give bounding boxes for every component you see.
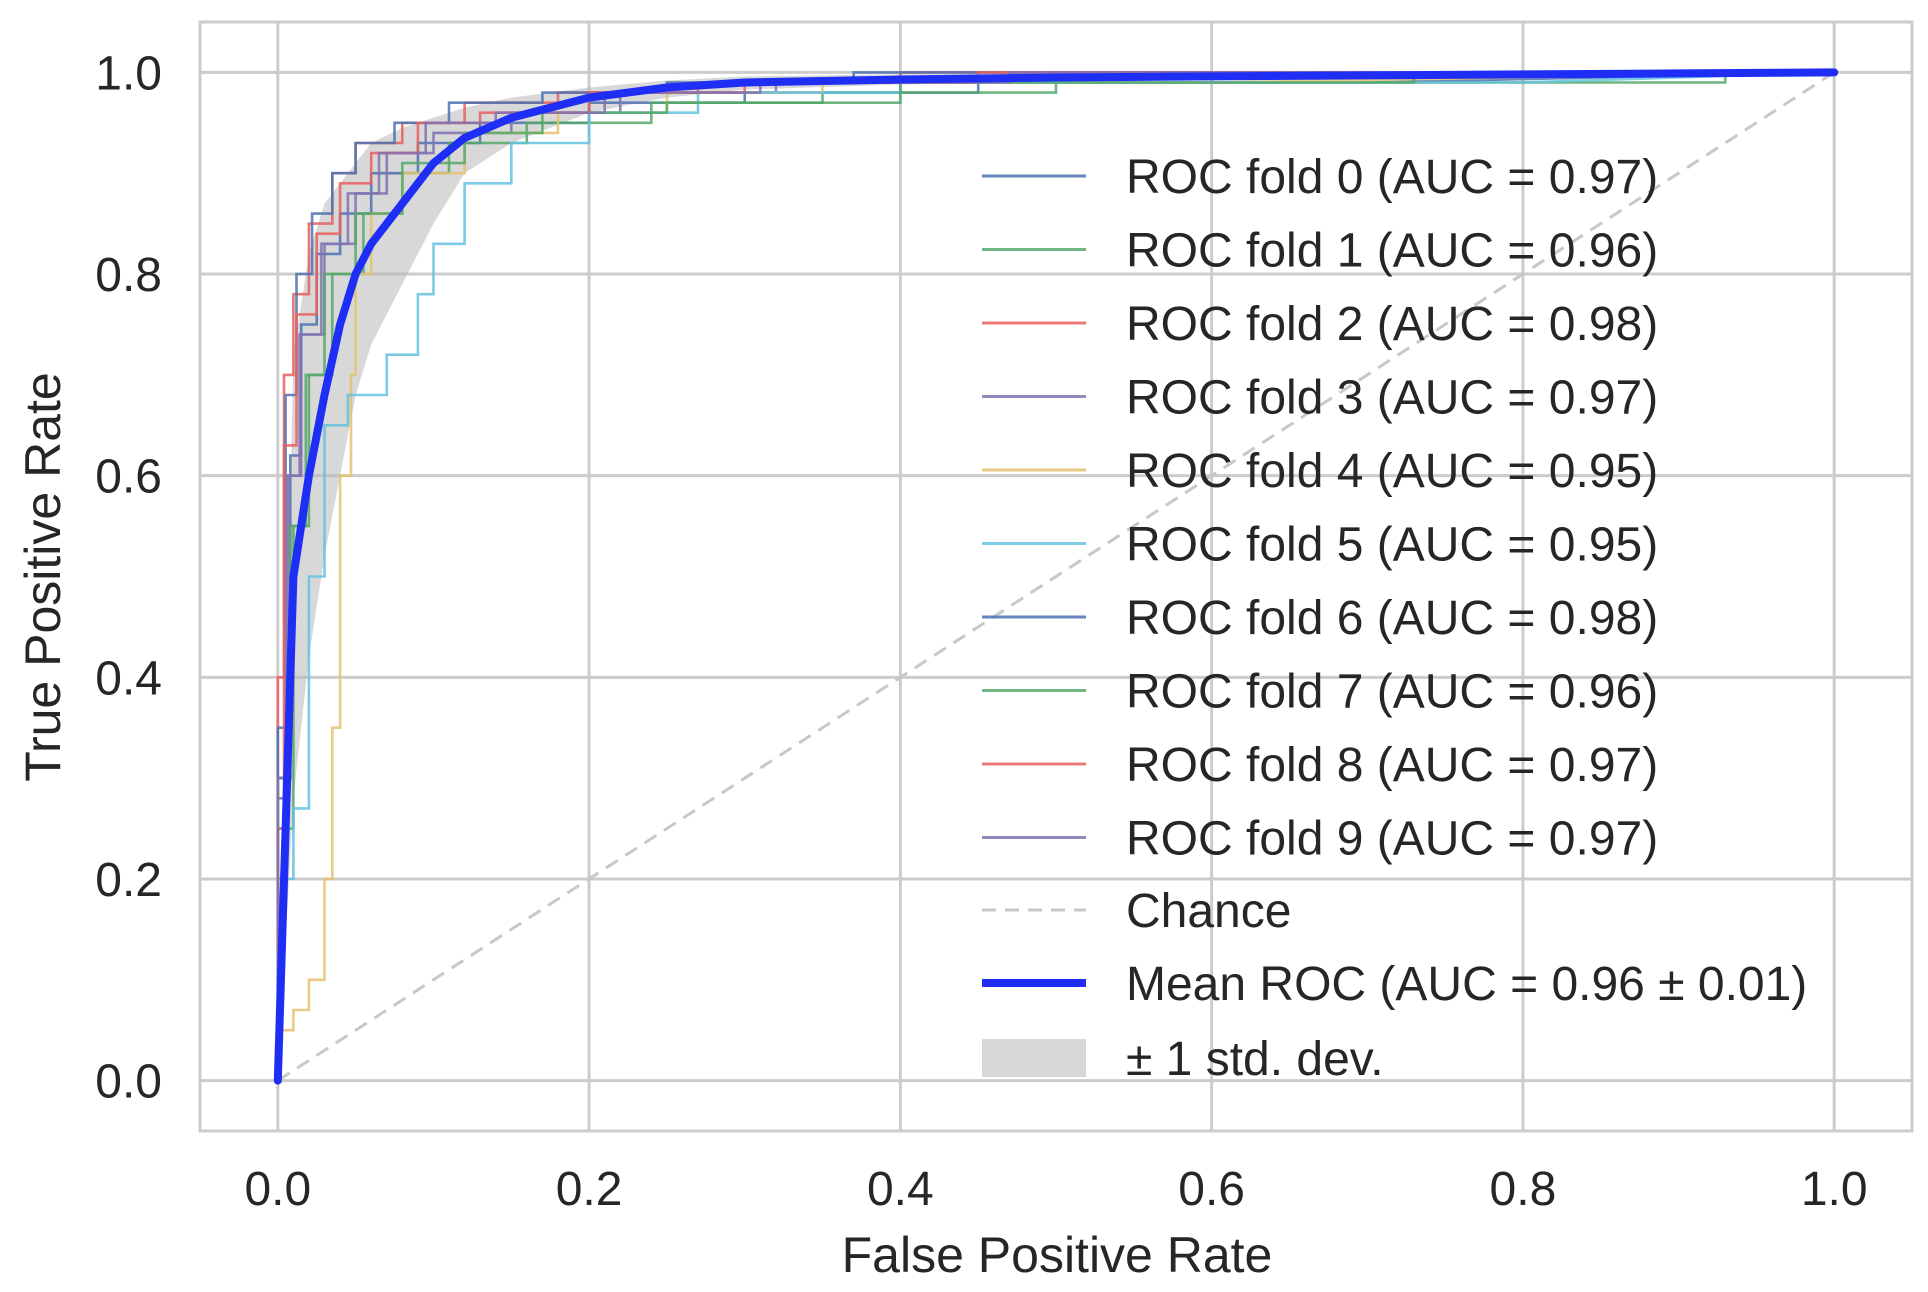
chance-line — [276, 71, 1836, 1082]
legend-label-fold-2: ROC fold 2 (AUC = 0.98) — [1126, 298, 1658, 351]
legend-label-fold-6: ROC fold 6 (AUC = 0.98) — [1126, 592, 1658, 645]
legend-handle-std — [982, 1039, 1086, 1077]
roc-fold-9-line — [276, 71, 1835, 1081]
mean-roc-line — [273, 68, 1839, 1085]
plot-frame — [198, 20, 1914, 1133]
x-tick-labels: 0.0 0.2 0.4 0.6 0.8 1.0 — [244, 1163, 1867, 1216]
y-tick-label: 0.6 — [95, 451, 162, 504]
y-tick-label: 0.0 — [95, 1056, 162, 1109]
legend-label-mean: Mean ROC (AUC = 0.96 ± 0.01) — [1126, 958, 1807, 1011]
y-tick-labels: 0.0 0.2 0.4 0.6 0.8 1.0 — [95, 47, 162, 1108]
mean-layer — [273, 68, 1839, 1085]
x-tick-label: 0.8 — [1490, 1163, 1557, 1216]
y-axis-label: True Positive Rate — [15, 372, 71, 781]
legend-label-fold-7: ROC fold 7 (AUC = 0.96) — [1126, 666, 1658, 719]
x-axis-label: False Positive Rate — [842, 1227, 1273, 1283]
y-tick-label: 1.0 — [95, 47, 162, 100]
y-tick-label: 0.4 — [95, 652, 162, 705]
y-tick-label: 0.2 — [95, 854, 162, 907]
legend-label-chance: Chance — [1126, 885, 1291, 938]
legend-label-fold-4: ROC fold 4 (AUC = 0.95) — [1126, 445, 1658, 498]
legend-label-fold-8: ROC fold 8 (AUC = 0.97) — [1126, 739, 1658, 792]
y-tick-label: 0.8 — [95, 249, 162, 302]
legend-label-fold-5: ROC fold 5 (AUC = 0.95) — [1126, 519, 1658, 572]
x-tick-label: 0.2 — [556, 1163, 623, 1216]
chance-layer — [276, 71, 1836, 1082]
legend-label-std: ± 1 std. dev. — [1126, 1033, 1384, 1086]
roc-fold-8-line — [276, 71, 1835, 1081]
x-tick-label: 0.4 — [867, 1163, 934, 1216]
x-tick-label: 1.0 — [1801, 1163, 1868, 1216]
legend-label-fold-0: ROC fold 0 (AUC = 0.97) — [1126, 151, 1658, 204]
legend: ROC fold 0 (AUC = 0.97) ROC fold 1 (AUC =… — [982, 151, 1807, 1086]
legend-label-fold-3: ROC fold 3 (AUC = 0.97) — [1126, 372, 1658, 425]
legend-label-fold-1: ROC fold 1 (AUC = 0.96) — [1126, 225, 1658, 278]
x-tick-label: 0.6 — [1178, 1163, 1245, 1216]
grid — [200, 22, 1912, 1131]
x-tick-label: 0.0 — [244, 1163, 311, 1216]
legend-label-fold-9: ROC fold 9 (AUC = 0.97) — [1126, 813, 1658, 866]
